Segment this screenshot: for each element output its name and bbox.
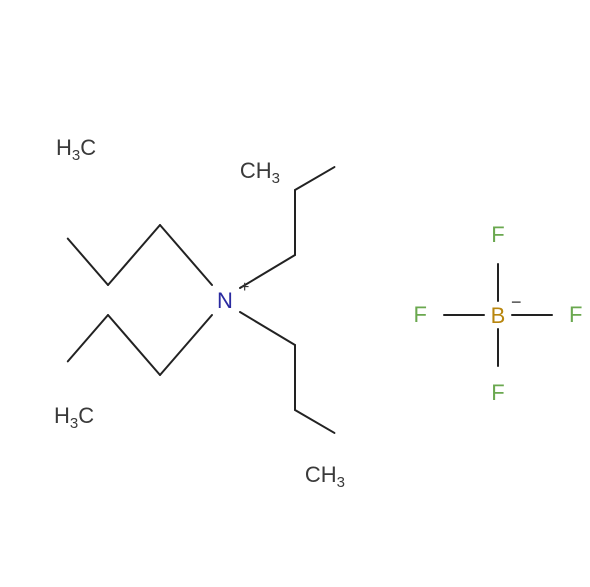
boron-charge: − — [511, 292, 522, 312]
nitrogen-charge: + — [240, 279, 249, 296]
bf-down-label: F — [491, 380, 504, 405]
nitrogen-label: N — [217, 288, 233, 313]
bf-right-label: F — [569, 302, 582, 327]
canvas-bg — [0, 0, 590, 587]
bf-left-label: F — [414, 302, 427, 327]
boron-label: B — [491, 303, 506, 328]
bf-up-label: F — [491, 222, 504, 247]
molecule-diagram: H3CH3CCH3CH3N+FFFFB− — [0, 0, 590, 587]
